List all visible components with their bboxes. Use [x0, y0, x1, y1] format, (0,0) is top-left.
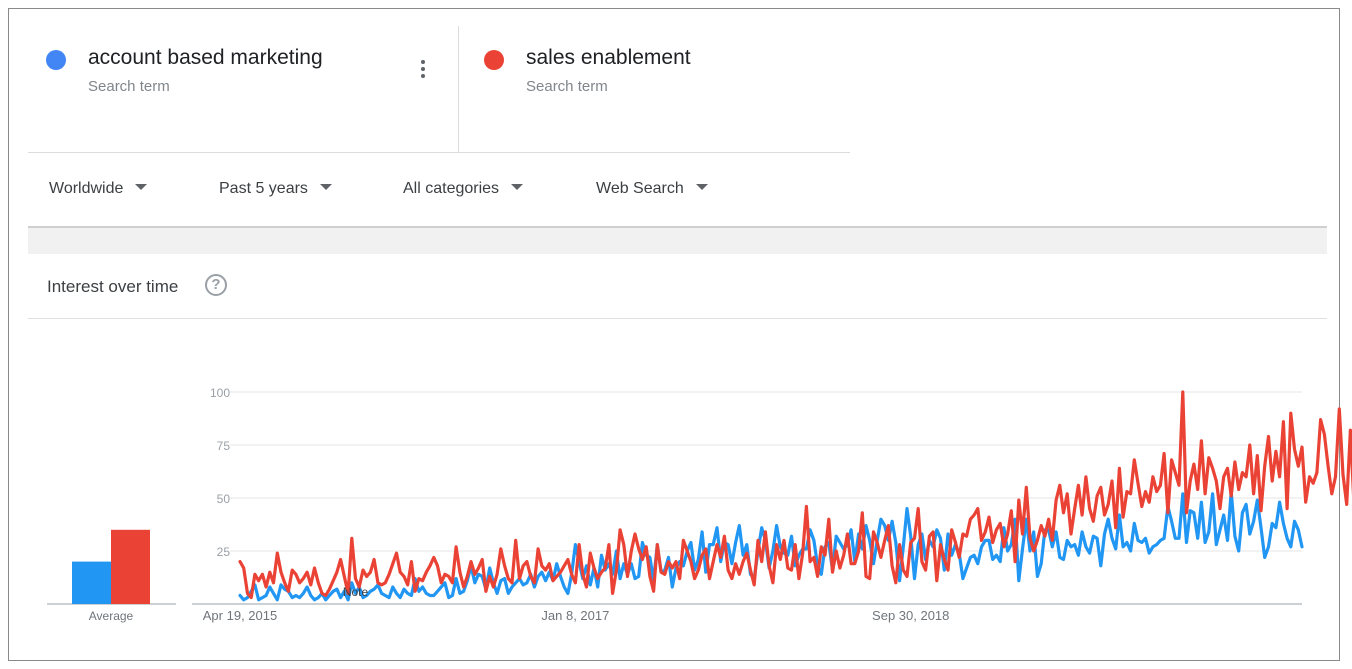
x-tick-label: Sep 30, 2018 — [872, 608, 949, 623]
filter-time-range-dropdown[interactable]: Past 5 years — [219, 180, 332, 198]
search-term-label: sales enablement — [526, 46, 691, 69]
y-tick-label: 25 — [217, 545, 231, 559]
filter-search-type-dropdown[interactable]: Web Search — [596, 180, 708, 198]
caret-down-icon — [511, 183, 524, 190]
help-circle-icon[interactable]: ? — [205, 274, 227, 296]
series-line[interactable] — [238, 490, 1304, 602]
more-vertical-icon[interactable] — [418, 60, 428, 90]
filter-location-dropdown[interactable]: Worldwide — [49, 180, 148, 198]
search-term-caption: Search term — [88, 78, 170, 95]
terms-divider — [28, 152, 850, 153]
average-bar — [72, 561, 111, 604]
caret-down-icon — [695, 183, 708, 190]
y-tick-label: 50 — [217, 492, 231, 506]
y-tick-label: 100 — [210, 386, 230, 400]
note-annotation[interactable]: Note — [343, 585, 369, 599]
trends-panel — [8, 8, 1340, 661]
series-line[interactable] — [238, 390, 1352, 600]
filter-label: Web Search — [596, 180, 684, 197]
section-title: Interest over time — [47, 277, 179, 296]
caret-down-icon — [319, 183, 332, 190]
series-color-dot-red — [484, 50, 504, 70]
average-bar — [111, 529, 150, 604]
series-color-dot-blue — [46, 50, 66, 70]
toolbar-shadow — [28, 226, 1327, 228]
section-header-divider — [28, 318, 1327, 319]
search-term-label: account based marketing — [88, 46, 323, 69]
x-tick-label: Jan 8, 2017 — [541, 608, 609, 623]
filter-label: Past 5 years — [219, 180, 308, 197]
x-tick-label: Apr 19, 2015 — [203, 608, 277, 623]
search-term-caption: Search term — [526, 78, 608, 95]
filter-label: Worldwide — [49, 180, 124, 197]
average-label: Average — [89, 609, 134, 623]
section-separator-band — [28, 228, 1327, 254]
caret-down-icon — [135, 183, 148, 190]
filter-label: All categories — [403, 180, 500, 197]
y-tick-label: 75 — [217, 439, 231, 453]
filter-category-dropdown[interactable]: All categories — [403, 180, 524, 198]
term-divider — [458, 26, 459, 152]
